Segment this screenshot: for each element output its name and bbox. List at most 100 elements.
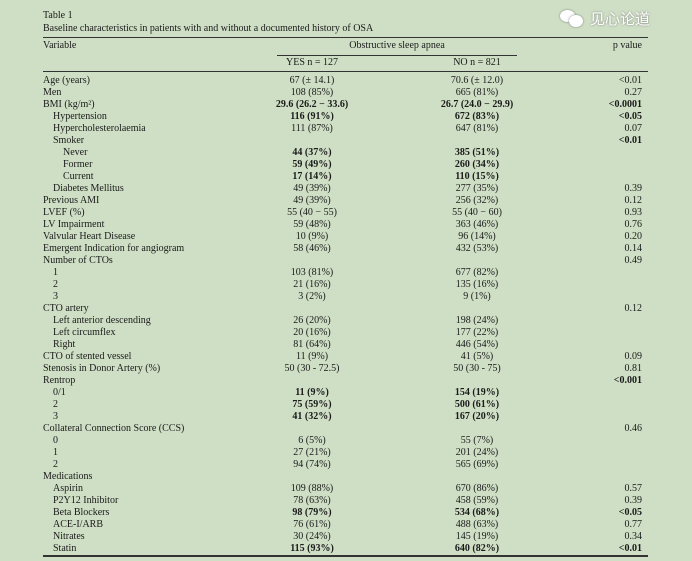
- cell-p-value: 0.77: [624, 519, 643, 530]
- cell-p-value: 0.39: [624, 495, 643, 506]
- cell-yes: 116 (91%): [290, 111, 334, 122]
- cell-yes: 108 (85%): [290, 87, 334, 98]
- cell-no: 55 (40 − 60): [452, 207, 502, 218]
- cell-yes: 6 (5%): [298, 435, 326, 446]
- table-row: 3 3 (2%) 9 (1%): [0, 291, 692, 303]
- table-row: Men 108 (85%) 665 (81%) 0.27: [0, 87, 692, 99]
- cell-yes: 49 (39%): [293, 195, 331, 206]
- cell-yes: 49 (39%): [293, 183, 331, 194]
- cell-p-value: 0.20: [624, 231, 643, 242]
- row-label: Former: [63, 159, 93, 170]
- table-row: 0/1 11 (9%) 154 (19%): [0, 387, 692, 399]
- cell-p-value: 0.76: [624, 219, 643, 230]
- cell-yes: 26 (20%): [293, 315, 331, 326]
- row-label: Statin: [53, 543, 77, 554]
- cell-p-value: 0.81: [624, 363, 643, 374]
- cell-no: 458 (59%): [455, 495, 499, 506]
- cell-no: 260 (34%): [454, 159, 500, 170]
- row-label: BMI (kg/m²): [43, 99, 95, 110]
- cell-no: 198 (24%): [455, 315, 499, 326]
- row-label: Hypercholesterolaemia: [53, 123, 146, 134]
- row-label: 2: [53, 399, 58, 410]
- watermark-text: 见心论道: [590, 10, 651, 28]
- table-row: Smoker <0.01: [0, 135, 692, 147]
- row-label: Medications: [43, 471, 93, 482]
- table-row: Former 59 (49%) 260 (34%): [0, 159, 692, 171]
- wechat-icon: [560, 9, 586, 28]
- cell-p-value: 0.49: [624, 255, 643, 266]
- cell-yes: 30 (24%): [293, 531, 331, 542]
- table-row: Previous AMI 49 (39%) 256 (32%) 0.12: [0, 195, 692, 207]
- row-label: Number of CTOs: [43, 255, 113, 266]
- cell-no: 565 (69%): [455, 459, 499, 470]
- table-row: CTO of stented vessel 11 (9%) 41 (5%) 0.09: [0, 351, 692, 363]
- cell-no: 672 (83%): [454, 111, 500, 122]
- table-row: BMI (kg/m²) 29.6 (26.2 − 33.6) 26.7 (24.0 …: [0, 99, 692, 111]
- row-label: 2: [53, 459, 58, 470]
- table-row: Collateral Connection Score (CCS) 0.46: [0, 423, 692, 435]
- table-row: Statin 115 (93%) 640 (82%) <0.01: [0, 543, 692, 555]
- table-row: 2 75 (59%) 500 (61%): [0, 399, 692, 411]
- cell-no: 670 (86%): [455, 483, 499, 494]
- table-row: LVEF (%) 55 (40 − 55) 55 (40 − 60) 0.93: [0, 207, 692, 219]
- cell-yes: 20 (16%): [293, 327, 331, 338]
- header-p-value: p value: [612, 40, 642, 51]
- row-label: LV Impairment: [43, 219, 105, 230]
- cell-p-value: 0.46: [624, 423, 643, 434]
- row-label: ACE-I/ARB: [53, 519, 103, 530]
- row-label: Diabetes Mellitus: [53, 183, 124, 194]
- table-row: 0 6 (5%) 55 (7%): [0, 435, 692, 447]
- cell-yes: 98 (79%): [292, 507, 332, 518]
- watermark: 见心论道: [560, 8, 650, 29]
- table-row: Number of CTOs 0.49: [0, 255, 692, 267]
- header-no: NO n = 821: [453, 57, 501, 68]
- row-label: Hypertension: [53, 111, 107, 122]
- cell-yes: 94 (74%): [293, 459, 331, 470]
- cell-p-value: <0.01: [618, 135, 642, 146]
- cell-yes: 17 (14%): [292, 171, 332, 182]
- cell-p-value: 0.12: [624, 195, 643, 206]
- table-row: Medications: [0, 471, 692, 483]
- row-label: Age (years): [43, 75, 90, 86]
- row-label: CTO artery: [43, 303, 89, 314]
- table-row: Hypertension 116 (91%) 672 (83%) <0.05: [0, 111, 692, 123]
- cell-p-value: <0.05: [618, 507, 642, 518]
- cell-yes: 59 (49%): [292, 159, 332, 170]
- cell-no: 41 (5%): [460, 351, 494, 362]
- cell-yes: 81 (64%): [293, 339, 331, 350]
- table-row: 3 41 (32%) 167 (20%): [0, 411, 692, 423]
- table-caption: Baseline characteristics in patients wit…: [43, 23, 374, 34]
- row-label: 2: [53, 279, 58, 290]
- cell-yes: 103 (81%): [290, 267, 334, 278]
- bottom-rule: [43, 555, 648, 557]
- top-rule: [43, 37, 648, 38]
- cell-no: 640 (82%): [454, 543, 500, 554]
- cell-no: 201 (24%): [455, 447, 499, 458]
- cell-yes: 41 (32%): [292, 411, 332, 422]
- cell-yes: 55 (40 − 55): [287, 207, 337, 218]
- cell-p-value: 0.34: [624, 531, 643, 542]
- cell-yes: 109 (88%): [290, 483, 334, 494]
- cell-no: 55 (7%): [460, 435, 494, 446]
- group-rule: [277, 55, 517, 56]
- cell-no: 647 (81%): [455, 123, 499, 134]
- row-label: Emergent Indication for angiogram: [43, 243, 185, 254]
- cell-p-value: 0.57: [624, 483, 643, 494]
- row-label: 1: [53, 267, 58, 278]
- cell-no: 70.6 (± 12.0): [450, 75, 504, 86]
- cell-p-value: 0.09: [624, 351, 643, 362]
- cell-no: 135 (16%): [455, 279, 499, 290]
- row-label: Beta Blockers: [53, 507, 110, 518]
- cell-p-value: <0.01: [618, 543, 642, 554]
- cell-yes: 21 (16%): [293, 279, 331, 290]
- cell-p-value: <0.05: [618, 111, 642, 122]
- cell-no: 167 (20%): [454, 411, 500, 422]
- cell-no: 432 (53%): [455, 243, 499, 254]
- cell-no: 534 (68%): [454, 507, 500, 518]
- table-row: 2 94 (74%) 565 (69%): [0, 459, 692, 471]
- row-label: Stenosis in Donor Artery (%): [43, 363, 161, 374]
- cell-no: 677 (82%): [455, 267, 499, 278]
- header-variable: Variable: [43, 40, 77, 51]
- cell-no: 665 (81%): [455, 87, 499, 98]
- row-label: Aspirin: [53, 483, 83, 494]
